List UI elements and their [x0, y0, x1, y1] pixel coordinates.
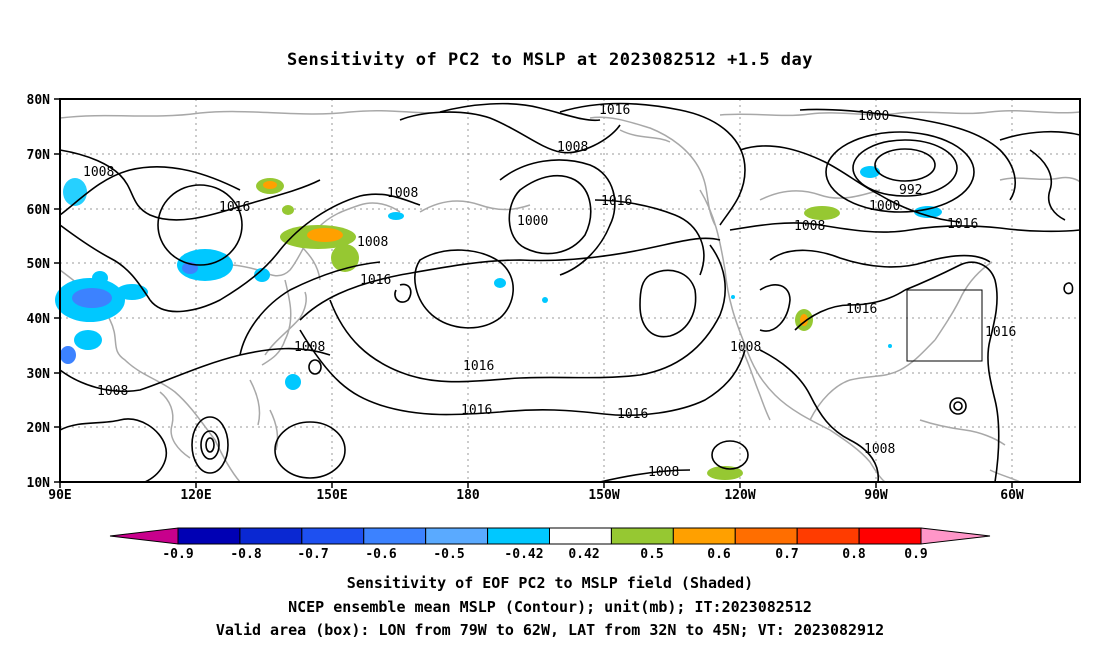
colorbar-label: 0.9: [904, 547, 927, 562]
contour-label: 1008: [357, 235, 388, 250]
lat-label: 70N: [27, 148, 51, 163]
lon-label: 150W: [588, 488, 619, 503]
lat-label: 60N: [27, 203, 51, 218]
contour-label: 1008: [97, 384, 128, 399]
contour-label: 992: [899, 183, 922, 198]
colorbar-label: 0.8: [842, 547, 866, 562]
footer-contour-caption: NCEP ensemble mean MSLP (Contour); unit(…: [288, 598, 812, 616]
contour-label: 1016: [947, 217, 978, 232]
colorbar-label: 0.7: [775, 547, 798, 562]
contour-label: 1008: [83, 165, 114, 180]
contour-label: 1000: [869, 199, 900, 214]
contour-label: 1016: [360, 273, 391, 288]
lon-label: 60W: [1000, 488, 1024, 503]
mslp-contours: [59, 102, 1081, 483]
chart-title: Sensitivity of PC2 to MSLP at 2023082512…: [286, 50, 813, 70]
footer-valid-area-caption: Valid area (box): LON from 79W to 62W, L…: [215, 621, 885, 639]
lon-label: 120E: [180, 488, 211, 503]
colorbar-cell: [734, 527, 798, 545]
contour-label: 1008: [557, 140, 588, 155]
axis-ticks: [54, 98, 1013, 488]
colorbar-label: -0.42: [504, 547, 543, 562]
lon-label: 150E: [316, 488, 347, 503]
contour-label: 1016: [219, 200, 250, 215]
lat-label: 10N: [27, 476, 51, 491]
lat-label: 80N: [27, 93, 51, 108]
colorbar-cell: [301, 527, 365, 545]
contour-label: 1008: [794, 219, 825, 234]
colorbar-label: -0.6: [365, 547, 396, 562]
contour-label: 1008: [730, 340, 761, 355]
contour-label: 1016: [846, 302, 877, 317]
colorbar-label: -0.8: [230, 547, 261, 562]
colorbar-labels: -0.9 -0.8 -0.7 -0.6 -0.5 -0.42 0.42 0.5 …: [162, 547, 927, 562]
colorbar-cell: [796, 527, 860, 545]
colorbar-cell: [239, 527, 303, 545]
lat-label: 30N: [27, 367, 51, 382]
contour-label: 1000: [517, 214, 548, 229]
contour-label: 1016: [601, 194, 632, 209]
colorbar-low-arrow: [109, 527, 179, 545]
colorbar-high-arrow: [920, 527, 991, 545]
lon-label: 90E: [48, 488, 71, 503]
longitude-labels: 90E 120E 150E 180 150W 120W 90W 60W: [48, 488, 1024, 503]
colorbar-label: 0.5: [640, 547, 663, 562]
contour-label: 1008: [294, 340, 325, 355]
colorbar-cell: [672, 527, 736, 545]
footer-shading-caption: Sensitivity of EOF PC2 to MSLP field (Sh…: [346, 574, 754, 592]
lat-label: 50N: [27, 257, 51, 272]
contour-label: 1008: [864, 442, 895, 457]
contour-label: 1016: [617, 407, 648, 422]
lon-label: 180: [456, 488, 480, 503]
colorbar-cells: [177, 527, 922, 545]
colorbar-label: 0.6: [707, 547, 731, 562]
contour-label: 1008: [648, 465, 679, 480]
colorbar-cell: [610, 527, 674, 545]
contour-label: 1016: [463, 359, 494, 374]
colorbar-label: 0.42: [568, 547, 599, 562]
colorbar: [109, 527, 991, 545]
contour-label: 1008: [387, 186, 418, 201]
colorbar-label: -0.5: [433, 547, 464, 562]
colorbar-cell: [425, 527, 489, 545]
contour-label: 1016: [599, 103, 630, 118]
colorbar-label: -0.7: [297, 547, 328, 562]
contour-label: 1016: [985, 325, 1016, 340]
latitude-labels: 80N 70N 60N 50N 40N 30N 20N 10N: [27, 93, 51, 491]
lon-label: 120W: [724, 488, 755, 503]
contour-labels: 1016 1008 1008 1016 1008 1008 1016 1000 …: [83, 103, 1016, 480]
lat-label: 40N: [27, 312, 51, 327]
colorbar-cell: [177, 527, 241, 545]
colorbar-cell: [487, 527, 551, 545]
colorbar-label: -0.9: [162, 547, 193, 562]
contour-label: 1000: [858, 109, 889, 124]
lat-label: 20N: [27, 421, 51, 436]
lon-label: 90W: [864, 488, 888, 503]
contour-label: 1016: [461, 403, 492, 418]
colorbar-cell: [858, 527, 922, 545]
map-frame: [59, 98, 1081, 483]
coastlines: [59, 110, 1081, 483]
valid-area-box: [906, 289, 983, 362]
colorbar-cell: [363, 527, 427, 545]
colorbar-cell: [549, 527, 612, 545]
